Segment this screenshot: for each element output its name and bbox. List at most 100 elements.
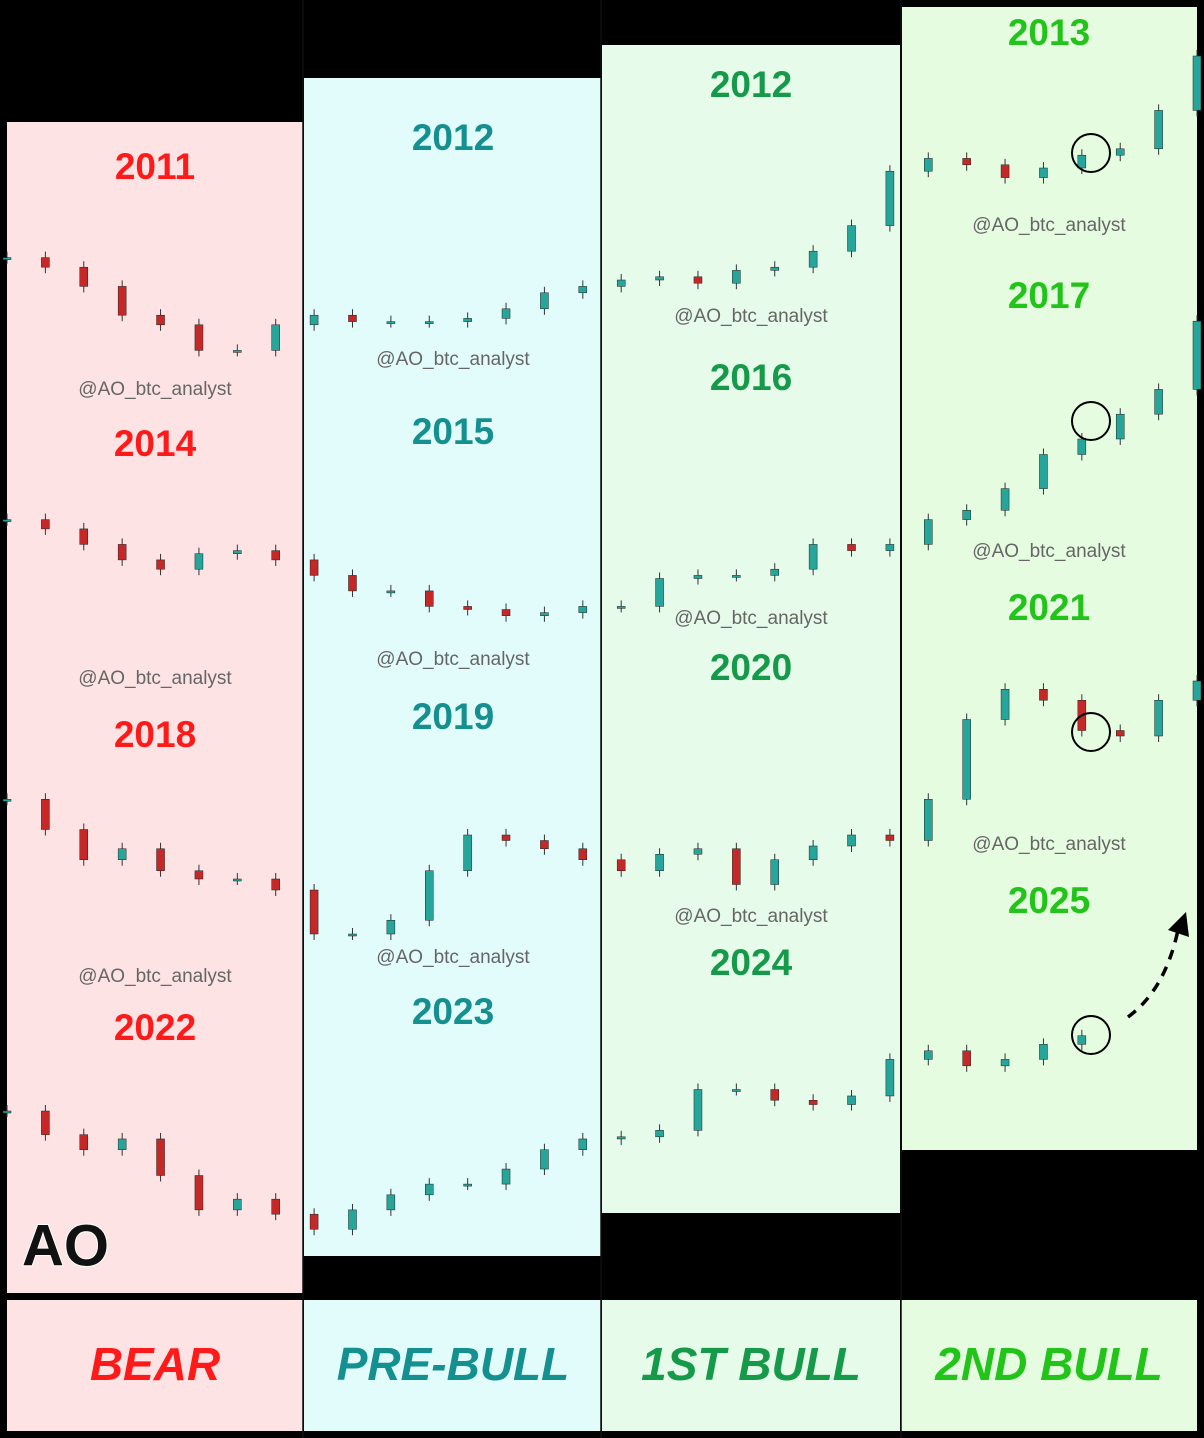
candle-body xyxy=(501,834,511,841)
candle-body xyxy=(1077,1035,1087,1045)
candle-body xyxy=(847,225,856,252)
year-label: 2023 xyxy=(412,991,494,1032)
year-label: 2024 xyxy=(710,942,793,983)
candle-body xyxy=(233,1198,242,1211)
candle-body xyxy=(616,859,626,871)
candle-body xyxy=(655,578,664,607)
candle-body xyxy=(770,859,779,885)
candle-body xyxy=(847,1095,856,1105)
candle-body xyxy=(693,1089,703,1131)
candle-body xyxy=(117,1138,127,1150)
candle-body xyxy=(194,553,204,570)
candle-body xyxy=(1039,689,1048,701)
candle-body xyxy=(655,1130,664,1138)
candle-body xyxy=(1115,730,1125,737)
candle-body xyxy=(1039,454,1048,489)
circle xyxy=(1071,712,1111,752)
year-label: 2017 xyxy=(1008,275,1090,316)
candle-body xyxy=(156,559,165,570)
watermark: @AO_btc_analyst xyxy=(972,834,1126,855)
candle-body xyxy=(924,799,933,841)
candles xyxy=(2,50,1202,1236)
candle-body xyxy=(233,878,242,882)
highlight-circles xyxy=(1071,133,1111,1055)
candle-body xyxy=(962,1050,971,1067)
candle-body xyxy=(1192,55,1202,111)
candle-body xyxy=(156,314,165,326)
watermark: @AO_btc_analyst xyxy=(376,947,530,968)
candle-body xyxy=(386,920,396,935)
candle-body xyxy=(693,276,703,284)
candle-body xyxy=(808,845,818,860)
candle-body xyxy=(463,606,472,610)
year-label: 2016 xyxy=(710,357,792,398)
watermark: @AO_btc_analyst xyxy=(376,349,530,370)
candle-body xyxy=(962,719,971,800)
candle-body xyxy=(578,286,588,294)
candle-body xyxy=(616,279,626,287)
candle-body xyxy=(808,1100,818,1105)
arrow-head xyxy=(1168,912,1189,937)
candle-body xyxy=(309,559,319,576)
circle xyxy=(1071,133,1111,173)
candle-body xyxy=(1154,389,1163,415)
phase-label: PRE-BULL xyxy=(337,1338,570,1390)
candle-body xyxy=(156,848,165,871)
candle-body xyxy=(41,257,50,268)
candle-body xyxy=(1039,1044,1048,1060)
candle-body xyxy=(386,321,396,324)
candle-body xyxy=(309,889,319,935)
logo: AO xyxy=(22,1213,109,1278)
year-label: 2011 xyxy=(115,146,195,187)
year-label: 2012 xyxy=(710,64,792,105)
candle-body xyxy=(309,314,319,326)
bear-cell xyxy=(7,1300,303,1431)
year-label: 2022 xyxy=(114,1007,196,1048)
watermark: @AO_btc_analyst xyxy=(78,668,232,689)
candle-body xyxy=(732,1089,741,1092)
second-bull-panel xyxy=(902,7,1197,1150)
watermark: @AO_btc_analyst xyxy=(972,215,1126,236)
arrow xyxy=(1126,929,1180,1019)
candle-body xyxy=(79,1134,89,1150)
candle-body xyxy=(41,519,50,530)
candle-body xyxy=(425,590,434,607)
candle-body xyxy=(1115,413,1125,440)
candle-body xyxy=(847,544,856,551)
candle-body xyxy=(808,250,818,268)
pre-bull-cell xyxy=(304,1300,601,1431)
candle-body xyxy=(616,1136,626,1140)
candle-body xyxy=(732,848,741,885)
candle-body xyxy=(770,1089,779,1101)
watermark: @AO_btc_analyst xyxy=(78,966,232,987)
candle-body xyxy=(540,612,549,616)
candle-body xyxy=(463,834,472,871)
candle-body xyxy=(693,575,703,579)
candle-body xyxy=(1154,700,1163,737)
candle-body xyxy=(770,266,779,271)
year-label: 2015 xyxy=(412,411,494,452)
candle-body xyxy=(962,158,971,166)
candle-body xyxy=(463,1183,472,1187)
candle-body xyxy=(1000,488,1010,511)
candle-body xyxy=(732,575,741,578)
watermark: @AO_btc_analyst xyxy=(972,541,1126,562)
candle-body xyxy=(271,550,280,561)
candle-body xyxy=(425,870,434,921)
candle-body xyxy=(348,575,357,592)
candle-body xyxy=(271,1198,280,1215)
candle-body xyxy=(233,550,242,554)
candle-body xyxy=(1000,164,1010,178)
candle-body xyxy=(1115,148,1125,156)
candle-body xyxy=(540,840,549,849)
labels: 2011 2014 2018 2022 @AO_btc_analyst @AO_btc_a… xyxy=(78,0,1163,1438)
candle-body xyxy=(2,799,12,802)
candle-body xyxy=(1039,167,1048,178)
first-bull-cell xyxy=(602,1300,900,1431)
candle-body xyxy=(156,1138,165,1176)
candle-body xyxy=(348,1209,357,1230)
year-label: 2014 xyxy=(114,423,197,464)
candle-body xyxy=(501,1168,511,1185)
candle-body xyxy=(885,834,895,841)
